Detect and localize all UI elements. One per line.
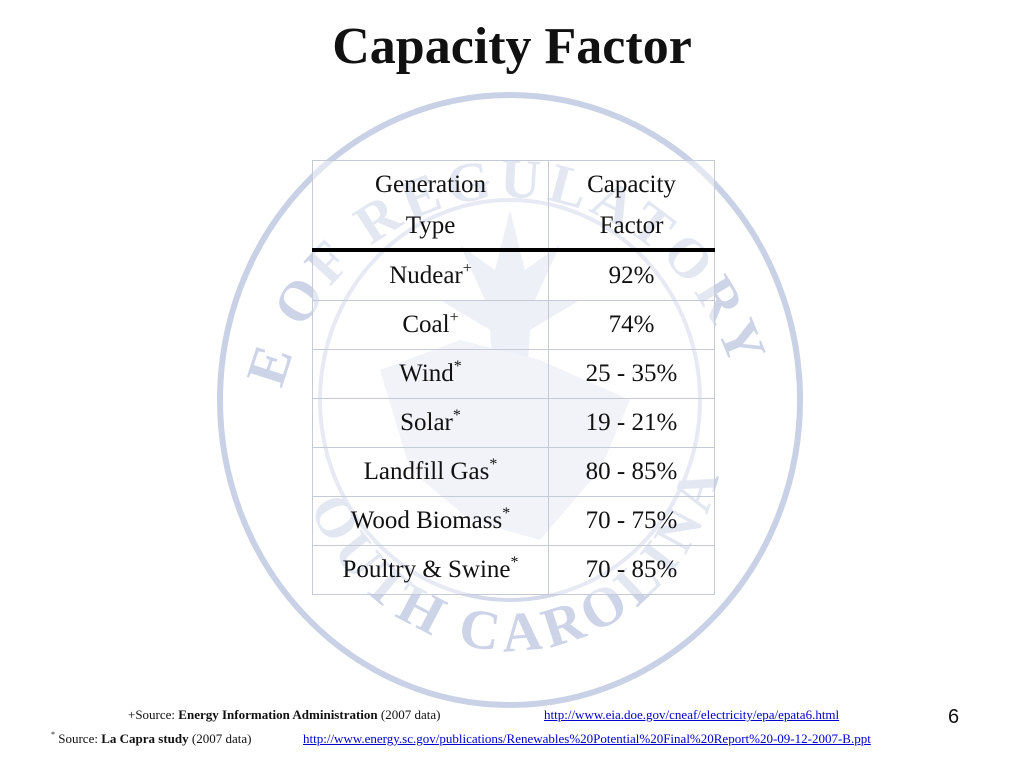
generation-type-label: Wood Biomass <box>350 507 503 534</box>
generation-type-label: Coal <box>402 311 450 338</box>
generation-type-label: Landfill Gas <box>363 458 490 485</box>
capacity-factor-cell: 19 - 21% <box>548 398 715 448</box>
table-row: Wood Biomass* 70 - 75% <box>312 496 715 546</box>
table-row: Nudear+ 92% <box>312 249 715 301</box>
seal-outer-ring <box>217 92 803 708</box>
footnote-eia-year: (2007 data) <box>377 707 441 722</box>
table-row: Solar* 19 - 21% <box>312 398 715 448</box>
source-mark: + <box>449 309 459 326</box>
generation-type-label: Nudear <box>389 262 463 289</box>
source-mark: * <box>510 554 519 571</box>
source-mark: * <box>489 456 498 473</box>
table-row: Poultry & Swine* 70 - 85% <box>312 545 715 595</box>
generation-type-cell: Poultry & Swine* <box>312 545 549 595</box>
capacity-factor-cell: 74% <box>548 300 715 350</box>
header-generation-type: Generation Type <box>312 160 549 251</box>
header-capacity-factor-line2: Factor <box>599 211 664 239</box>
capacity-factor-cell: 70 - 75% <box>548 496 715 546</box>
footnote-eia-link-wrap: http://www.eia.doe.gov/cneaf/electricity… <box>544 707 839 723</box>
generation-type-cell: Solar* <box>312 398 549 448</box>
generation-type-cell: Landfill Gas* <box>312 447 549 497</box>
table-row: Landfill Gas* 80 - 85% <box>312 447 715 497</box>
source-mark: * <box>502 505 511 522</box>
page-number: 6 <box>948 706 960 728</box>
capacity-factor-cell: 92% <box>548 249 715 301</box>
header-capacity-factor-line1: Capacity <box>587 170 676 198</box>
source-mark: * <box>453 358 462 375</box>
footnote-eia: +Source: Energy Information Administrati… <box>128 707 440 723</box>
lacapra-source-link[interactable]: http://www.energy.sc.gov/publications/Re… <box>303 731 871 746</box>
table-header-row: Generation Type Capacity Factor <box>312 160 715 251</box>
footnote-eia-prefix: +Source: <box>128 707 179 722</box>
source-mark: + <box>462 260 472 277</box>
source-mark: * <box>452 407 461 424</box>
capacity-factor-cell: 70 - 85% <box>548 545 715 595</box>
generation-type-cell: Wind* <box>312 349 549 399</box>
header-generation-type-line1: Generation <box>374 170 487 198</box>
capacity-factor-cell: 25 - 35% <box>548 349 715 399</box>
table-row: Wind* 25 - 35% <box>312 349 715 399</box>
generation-type-cell: Nudear+ <box>312 249 549 301</box>
table-row: Coal+ 74% <box>312 300 715 350</box>
footnote-lacapra-link-wrap: http://www.energy.sc.gov/publications/Re… <box>303 731 871 747</box>
header-capacity-factor: Capacity Factor <box>548 160 715 251</box>
header-generation-type-line2: Type <box>405 211 456 239</box>
capacity-factor-cell: 80 - 85% <box>548 447 715 497</box>
footnote-lacapra-year: (2007 data) <box>188 731 252 746</box>
generation-type-label: Poultry & Swine <box>342 556 511 583</box>
generation-type-label: Wind <box>399 360 454 387</box>
footnote-lacapra-mark: * <box>51 730 55 739</box>
eia-source-link[interactable]: http://www.eia.doe.gov/cneaf/electricity… <box>544 707 840 722</box>
generation-type-label: Solar <box>400 409 453 436</box>
slide-title: Capacity Factor <box>332 18 692 75</box>
footnote-lacapra: * Source: La Capra study (2007 data) <box>51 731 251 747</box>
footnote-lacapra-org: La Capra study <box>101 731 189 746</box>
footnote-eia-org: Energy Information Administration <box>178 707 378 722</box>
generation-type-cell: Coal+ <box>312 300 549 350</box>
capacity-factor-table: Generation Type Capacity Factor Nudear+ … <box>312 160 715 595</box>
footnote-lacapra-prefix: Source: <box>55 731 102 746</box>
generation-type-cell: Wood Biomass* <box>312 496 549 546</box>
